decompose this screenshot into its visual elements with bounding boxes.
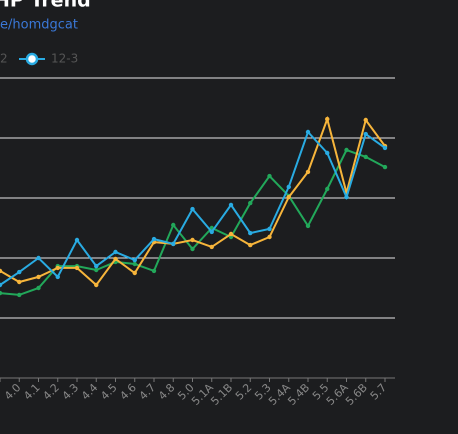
x-tick-label: 5.1B <box>208 381 235 408</box>
data-point <box>363 154 368 160</box>
data-point <box>171 241 176 247</box>
series-line <box>0 148 386 296</box>
data-point <box>325 150 330 156</box>
data-point <box>267 173 272 179</box>
data-point <box>132 257 137 263</box>
data-point <box>190 237 195 243</box>
data-point <box>248 242 253 248</box>
data-point <box>55 274 60 280</box>
data-point <box>267 226 272 232</box>
data-point <box>94 267 99 273</box>
data-point <box>325 116 330 122</box>
data-point <box>151 268 157 274</box>
data-point <box>228 231 234 237</box>
chart-title: HP Trend <box>0 0 91 12</box>
x-tick-label: 4.4 <box>79 381 101 403</box>
data-point <box>17 292 22 298</box>
data-point <box>113 249 118 255</box>
data-point <box>363 131 368 137</box>
data-point <box>36 274 41 280</box>
series-line <box>0 115 386 287</box>
x-tick-label: 5.6B <box>343 381 370 408</box>
source-link[interactable]: e/homdgcat <box>0 18 78 33</box>
data-point <box>171 222 176 228</box>
data-point <box>55 265 60 271</box>
data-point <box>382 145 388 151</box>
x-tick-label: 4.3 <box>60 381 82 403</box>
data-point <box>344 194 349 200</box>
x-tick-label: 4.1 <box>21 381 43 403</box>
data-point <box>286 194 291 200</box>
data-point <box>248 230 253 236</box>
data-point <box>190 206 195 212</box>
data-point <box>305 169 311 175</box>
data-point <box>17 279 22 285</box>
x-tick-label: 4.2 <box>40 381 62 403</box>
data-point <box>267 234 272 240</box>
data-point <box>0 290 3 296</box>
data-point <box>151 236 157 242</box>
data-point <box>36 255 41 261</box>
x-tick-label: 4.0 <box>2 381 24 403</box>
data-point <box>209 244 214 250</box>
legend-label: 2 <box>0 52 8 66</box>
x-tick-label: 5.2 <box>233 381 255 403</box>
data-point <box>36 285 41 291</box>
data-point <box>132 270 137 276</box>
data-point <box>344 147 349 153</box>
x-tick-label: 5.7 <box>368 381 390 403</box>
x-tick-label: 4.5 <box>98 381 120 403</box>
data-point <box>94 282 99 288</box>
legend-label: 12-3 <box>51 52 78 66</box>
data-point <box>74 265 80 271</box>
data-point <box>363 117 368 123</box>
data-point <box>286 184 291 190</box>
data-point <box>0 268 3 274</box>
data-point <box>74 237 80 243</box>
legend-marker <box>25 52 39 66</box>
data-point <box>113 256 118 262</box>
data-point <box>325 186 330 192</box>
data-point <box>132 261 137 267</box>
x-tick-label: 4.7 <box>137 381 159 403</box>
data-point <box>17 269 22 275</box>
data-point <box>382 164 388 170</box>
data-point <box>248 200 253 206</box>
data-point <box>228 202 234 208</box>
data-point <box>190 246 195 252</box>
data-point <box>209 229 214 235</box>
data-point <box>305 129 311 135</box>
x-tick-label: 4.6 <box>117 381 139 403</box>
data-point <box>305 223 311 229</box>
data-point <box>94 263 99 269</box>
data-point <box>0 282 3 288</box>
x-tick-label: 4.8 <box>156 381 178 403</box>
x-tick-label: 5.4B <box>285 381 312 408</box>
